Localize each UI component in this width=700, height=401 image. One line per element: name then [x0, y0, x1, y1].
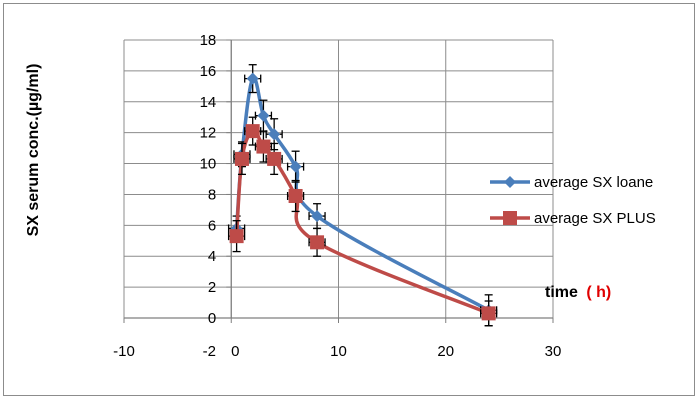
x-tick-label: -2 — [203, 343, 216, 360]
data-point — [257, 109, 270, 122]
x-tick-label: 0 — [231, 343, 239, 360]
legend-label: average SX loane — [534, 174, 653, 191]
y-tick-label: 0 — [208, 310, 216, 327]
y-tick-label: 6 — [208, 217, 216, 234]
data-point — [234, 151, 249, 166]
data-point — [245, 124, 260, 139]
data-point — [481, 306, 496, 321]
data-point — [256, 139, 271, 154]
y-tick-label: 2 — [208, 279, 216, 296]
y-tick-label: 10 — [200, 156, 217, 173]
data-point — [289, 160, 302, 173]
y-tick-label: 14 — [200, 94, 217, 111]
data-point — [229, 229, 244, 244]
data-point — [267, 151, 282, 166]
y-tick-label: 18 — [200, 32, 217, 49]
legend-label: average SX PLUS — [534, 210, 656, 227]
y-tick-label: 12 — [200, 125, 217, 142]
data-point — [268, 128, 281, 141]
legend-item-2: average SX PLUS — [490, 210, 656, 227]
grid-layer — [123, 39, 554, 319]
data-point — [311, 210, 324, 223]
legend-item-1: average SX loane — [490, 174, 653, 191]
axis-layer — [123, 39, 554, 323]
data-point — [310, 235, 325, 250]
x-tick-label: 10 — [330, 343, 347, 360]
y-tick-label: 4 — [208, 248, 216, 265]
data-point — [246, 72, 259, 85]
tick-labels: 0 2 4 6 8 10 12 14 16 18 -10 -2 0 10 20 30 — [113, 32, 561, 360]
y-tick-label: 8 — [208, 186, 216, 203]
chart-frame — [3, 3, 695, 396]
data-point — [288, 188, 303, 203]
legend: average SX loane average SX PLUS — [490, 174, 656, 227]
legend-swatch-marker — [503, 211, 517, 225]
series-1 — [227, 64, 498, 327]
x-tick-label: 20 — [437, 343, 454, 360]
series-layer — [227, 64, 498, 327]
x-tick-label: -10 — [113, 343, 135, 360]
series-2 — [227, 116, 498, 327]
x-axis-label-text: time — [545, 284, 578, 301]
legend-swatch-marker — [504, 176, 516, 188]
x-axis-label-unit: ( h) — [586, 284, 611, 301]
x-tick-label: 30 — [545, 343, 562, 360]
y-tick-label: 16 — [200, 63, 217, 80]
y-axis-label: SX serum conc.(µg/ml) — [25, 64, 42, 237]
x-axis-label: time ( h) — [545, 284, 611, 301]
